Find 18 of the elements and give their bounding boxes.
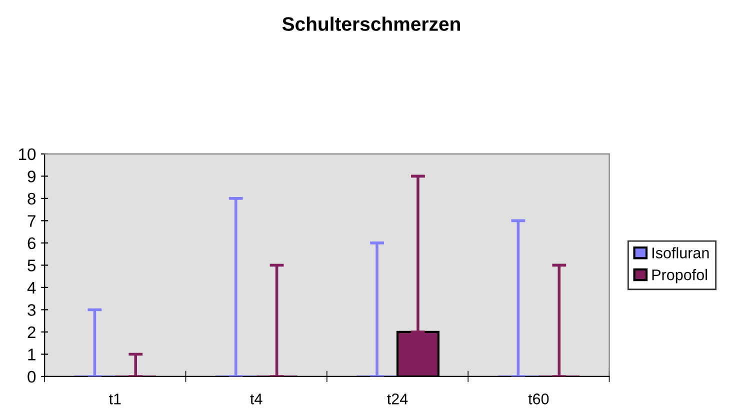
chart-title: Schulterschmerzen <box>282 16 460 31</box>
x-tick-label: t60 <box>528 394 549 404</box>
y-tick-label: 8 <box>28 192 36 205</box>
y-tick-label: 6 <box>28 237 36 250</box>
y-tick-label: 5 <box>28 260 36 272</box>
y-tick-label: 0 <box>28 370 36 383</box>
x-tick-label: t4 <box>250 394 262 404</box>
y-tick-label: 2 <box>28 326 36 338</box>
y-tick-label: 9 <box>28 170 36 182</box>
y-tick-label: 10 <box>18 148 36 160</box>
y-tick-label: 4 <box>27 282 36 294</box>
legend-label: Propofol <box>652 269 707 284</box>
y-tick-label: 3 <box>28 304 36 316</box>
y-tick-label: 7 <box>28 215 36 227</box>
x-tick-label: t1 <box>109 394 121 404</box>
y-tick-label: 1 <box>28 348 36 360</box>
legend-label: Isofluran <box>652 247 709 258</box>
x-tick-label: t24 <box>387 394 408 404</box>
